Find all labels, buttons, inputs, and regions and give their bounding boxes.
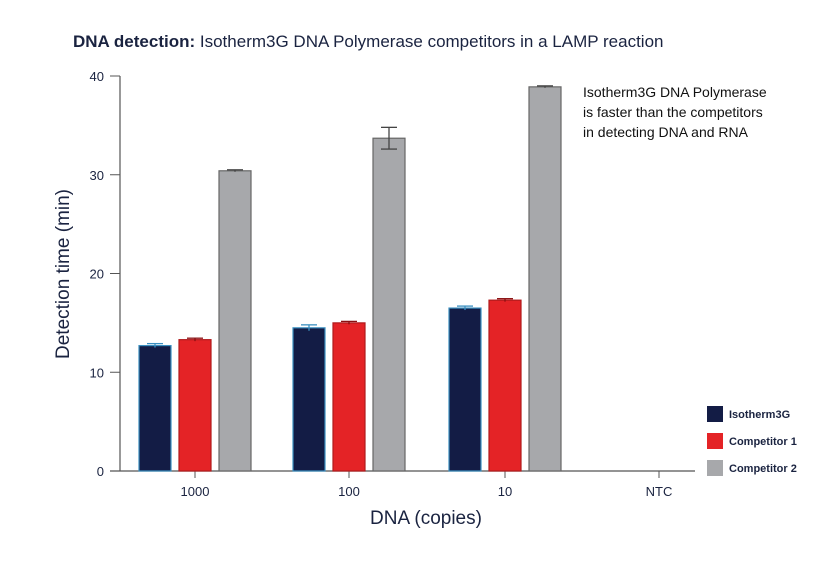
bar (372, 137, 406, 472)
x-tick-label: 10 (498, 484, 512, 499)
legend-swatch (707, 433, 723, 449)
title-rest: Isotherm3G DNA Polymerase competitors in… (195, 32, 663, 51)
y-tick-label: 10 (90, 365, 104, 380)
annotation-line: Isotherm3G DNA Polymerase (583, 84, 767, 100)
y-axis-label: Detection time (min) (53, 189, 74, 359)
legend-label: Isotherm3G (729, 409, 790, 421)
legend-label: Competitor 2 (729, 463, 797, 475)
y-tick-label: 20 (90, 267, 104, 282)
bar (332, 322, 366, 472)
legend-label: Competitor 1 (729, 436, 797, 448)
x-axis-label: DNA (copies) (370, 508, 482, 529)
title-bold: DNA detection: (73, 32, 195, 51)
annotation: Isotherm3G DNA Polymerase is faster than… (583, 84, 767, 140)
x-tick-label: 1000 (181, 484, 210, 499)
bar (218, 170, 252, 472)
bar (292, 327, 326, 472)
x-tick-label: 100 (338, 484, 360, 499)
y-tick-label: 0 (97, 464, 104, 479)
bar (138, 344, 172, 472)
legend-swatch (707, 460, 723, 476)
legend-swatch (707, 406, 723, 422)
y-tick-label: 40 (90, 69, 104, 84)
bar (448, 307, 482, 472)
x-tick-label: NTC (646, 484, 673, 499)
annotation-line: is faster than the competitors (583, 104, 763, 120)
chart-title: DNA detection: Isotherm3G DNA Polymerase… (73, 32, 663, 51)
bar (528, 86, 562, 472)
annotation-line: in detecting DNA and RNA (583, 124, 749, 140)
bar (178, 339, 212, 472)
y-tick-label: 30 (90, 168, 104, 183)
bar (488, 299, 522, 472)
